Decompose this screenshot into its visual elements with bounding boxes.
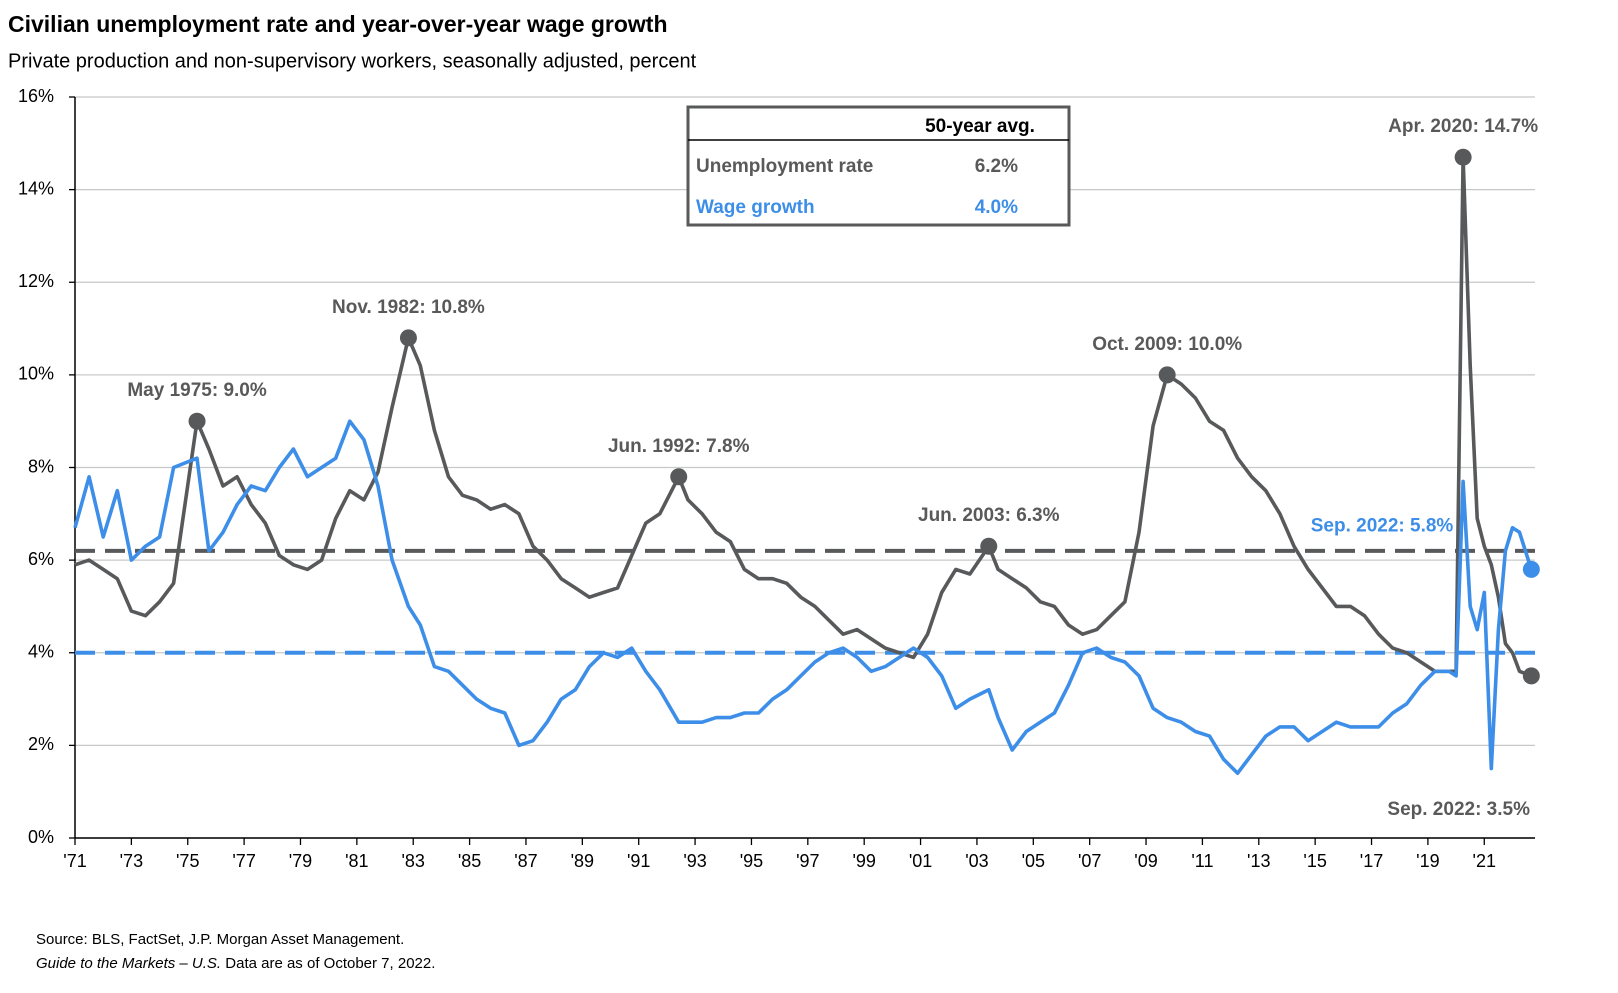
x-tick-label: '95 — [740, 851, 763, 871]
annotation-label: Sep. 2022: 3.5% — [1387, 799, 1530, 820]
guide-name: Guide to the Markets – U.S. — [36, 955, 221, 972]
x-tick-label: '99 — [852, 851, 875, 871]
annotation-label: Apr. 2020: 14.7% — [1388, 116, 1538, 137]
table-row-name: Wage growth — [696, 197, 815, 218]
x-tick-label: '15 — [1303, 851, 1326, 871]
y-tick-label: 6% — [28, 549, 54, 569]
x-tick-label: '93 — [683, 851, 706, 871]
x-tick-label: '17 — [1360, 851, 1383, 871]
annotation-label: Sep. 2022: 5.8% — [1311, 515, 1454, 536]
y-tick-label: 2% — [28, 734, 54, 754]
table-row-name: Unemployment rate — [696, 156, 873, 177]
annotation-marker — [1522, 560, 1540, 578]
annotation-marker — [670, 468, 688, 486]
x-tick-label: '11 — [1191, 851, 1213, 871]
annotation-label: Jun. 1992: 7.8% — [608, 436, 750, 457]
annotation-label: Nov. 1982: 10.8% — [332, 297, 485, 318]
x-tick-label: '83 — [401, 851, 424, 871]
average-table — [686, 105, 1071, 227]
x-tick-label: '13 — [1247, 851, 1270, 871]
x-tick-label: '03 — [965, 851, 988, 871]
chart-title: Civilian unemployment rate and year-over… — [8, 11, 668, 37]
y-tick-label: 8% — [28, 456, 54, 476]
x-tick-label: '73 — [120, 851, 143, 871]
annotation-marker — [1522, 667, 1540, 685]
x-tick-label: '89 — [571, 851, 594, 871]
x-tick-label: '87 — [514, 851, 537, 871]
annotation-marker — [980, 537, 998, 555]
date-note: Guide to the Markets – U.S. Data are as … — [36, 955, 435, 972]
x-tick-label: '85 — [458, 851, 481, 871]
table-row-value: 4.0% — [975, 197, 1018, 218]
source-note: Source: BLS, FactSet, J.P. Morgan Asset … — [36, 931, 404, 948]
y-tick-label: 12% — [18, 271, 54, 291]
y-tick-label: 16% — [18, 86, 54, 106]
chart-subtitle: Private production and non-supervisory w… — [8, 50, 697, 72]
x-tick-label: '79 — [289, 851, 312, 871]
annotation-marker — [1454, 148, 1472, 166]
x-tick-label: '77 — [232, 851, 255, 871]
x-tick-label: '91 — [627, 851, 650, 871]
y-tick-label: 4% — [28, 642, 54, 662]
table-header: 50-year avg. — [925, 116, 1035, 137]
table-row-value: 6.2% — [975, 156, 1018, 177]
series-line — [73, 419, 1534, 775]
annotation-label: May 1975: 9.0% — [127, 380, 267, 401]
annotation-label: Oct. 2009: 10.0% — [1092, 334, 1242, 355]
annotation-label: Jun. 2003: 6.3% — [918, 505, 1060, 526]
x-tick-label: '75 — [176, 851, 199, 871]
y-tick-label: 10% — [18, 364, 54, 384]
x-tick-label: '19 — [1416, 851, 1439, 871]
y-tick-label: 0% — [28, 827, 54, 847]
annotation-marker — [188, 412, 206, 430]
y-tick-label: 14% — [18, 178, 54, 198]
x-tick-label: '71 — [63, 851, 86, 871]
x-tick-label: '01 — [909, 851, 932, 871]
annotation-marker — [399, 329, 417, 347]
x-tick-label: '81 — [345, 851, 368, 871]
x-tick-label: '05 — [1022, 851, 1045, 871]
date-text: Data are as of October 7, 2022. — [225, 955, 435, 972]
x-tick-label: '07 — [1078, 851, 1101, 871]
x-tick-label: '97 — [796, 851, 819, 871]
series-line — [74, 155, 1532, 678]
annotation-marker — [1158, 366, 1176, 384]
x-tick-label: '09 — [1134, 851, 1157, 871]
x-tick-label: '21 — [1473, 851, 1496, 871]
